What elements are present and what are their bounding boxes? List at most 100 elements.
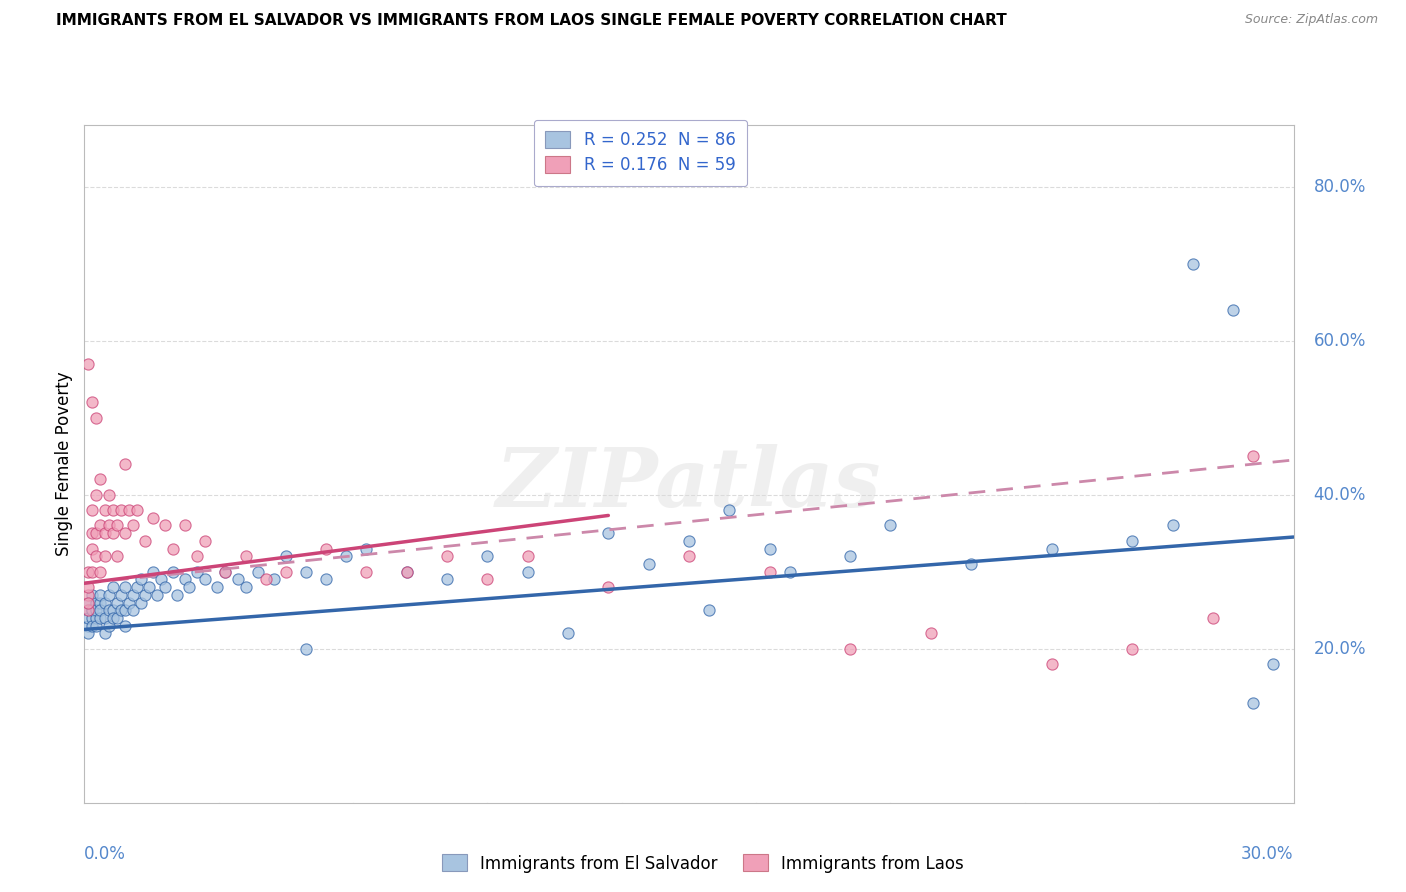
Point [839,641,862,656]
Point [246,565,269,579]
Point [97,588,120,602]
Point [134,533,156,548]
Y-axis label: Single Female Poverty: Single Female Poverty [55,372,73,556]
Point [1181,256,1204,270]
Point [77,565,100,579]
Point [118,503,141,517]
Point [174,573,197,587]
Point [516,565,538,579]
Point [89,518,111,533]
Text: 60.0%: 60.0% [1313,332,1367,350]
Point [93,549,115,564]
Text: 20.0%: 20.0% [1313,640,1367,657]
Point [77,603,100,617]
Point [235,549,257,564]
Point [174,518,197,533]
Point [557,626,579,640]
Point [186,565,208,579]
Point [1121,641,1143,656]
Point [274,565,297,579]
Point [114,457,136,471]
Point [142,565,165,579]
Point [235,580,257,594]
Legend: Immigrants from El Salvador, Immigrants from Laos: Immigrants from El Salvador, Immigrants … [436,847,970,880]
Point [77,603,100,617]
Point [678,549,700,564]
Point [97,518,120,533]
Point [105,518,128,533]
Point [395,565,418,579]
Point [114,603,136,617]
Point [77,626,100,640]
Point [86,549,108,564]
Point [114,580,136,594]
Point [186,549,208,564]
Point [395,565,418,579]
Point [97,603,120,617]
Point [1263,657,1285,672]
Point [1161,518,1184,533]
Text: ZIPatlas: ZIPatlas [496,444,882,524]
Point [134,588,156,602]
Point [86,410,108,425]
Point [121,603,143,617]
Point [105,549,128,564]
Point [153,518,176,533]
Point [89,588,111,602]
Point [101,580,124,594]
Point [101,603,124,617]
Point [477,573,499,587]
Point [101,611,124,625]
Point [93,526,115,541]
Point [214,565,236,579]
Point [1241,696,1264,710]
Point [93,595,115,609]
Point [125,580,148,594]
Text: 80.0%: 80.0% [1313,178,1367,195]
Point [82,541,104,556]
Point [82,603,104,617]
Point [162,565,184,579]
Point [149,573,172,587]
Legend: R = 0.252  N = 86, R = 0.176  N = 59: R = 0.252 N = 86, R = 0.176 N = 59 [534,120,748,186]
Point [1222,302,1244,317]
Point [516,549,538,564]
Point [93,626,115,640]
Point [920,626,942,640]
Point [162,541,184,556]
Text: 0.0%: 0.0% [84,846,127,863]
Point [194,573,217,587]
Point [697,603,720,617]
Point [142,510,165,524]
Point [274,549,297,564]
Point [758,541,780,556]
Point [82,588,104,602]
Point [101,503,124,517]
Point [125,503,148,517]
Point [89,595,111,609]
Point [114,526,136,541]
Point [105,595,128,609]
Point [839,549,862,564]
Point [93,503,115,517]
Point [118,595,141,609]
Point [97,488,120,502]
Text: Source: ZipAtlas.com: Source: ZipAtlas.com [1244,13,1378,27]
Point [121,518,143,533]
Point [77,611,100,625]
Point [315,573,337,587]
Point [637,557,659,571]
Point [82,395,104,409]
Point [93,611,115,625]
Point [77,618,100,632]
Point [114,618,136,632]
Point [110,503,132,517]
Point [166,588,188,602]
Text: IMMIGRANTS FROM EL SALVADOR VS IMMIGRANTS FROM LAOS SINGLE FEMALE POVERTY CORREL: IMMIGRANTS FROM EL SALVADOR VS IMMIGRANT… [56,13,1007,29]
Point [138,580,160,594]
Point [86,595,108,609]
Text: 40.0%: 40.0% [1313,485,1367,504]
Point [356,565,378,579]
Point [77,357,100,371]
Point [718,503,741,517]
